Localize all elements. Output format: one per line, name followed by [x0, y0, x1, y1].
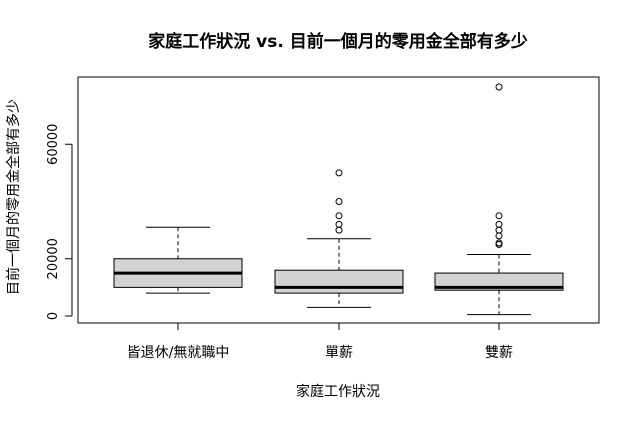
chart-title: 家庭工作狀況 vs. 目前一個月的零用金全部有多少: [148, 31, 528, 52]
outlier-point-3: [495, 226, 503, 234]
x-tick-label-0: 皆退休/無就職中: [127, 345, 230, 361]
y-axis: 0 20000 60000: [46, 124, 73, 320]
x-tick-label-2: 雙薪: [485, 345, 513, 361]
box-group-2: [434, 83, 564, 316]
box-group-0: [113, 226, 243, 294]
outlier-point-2: [335, 212, 343, 220]
x-axis-label: 家庭工作狀況: [296, 383, 380, 400]
x-axis: 皆退休/無就職中 單薪 雙薪: [127, 322, 513, 361]
outlier-point-3: [335, 198, 343, 205]
box-group-1: [274, 169, 404, 308]
iqr-box: [274, 269, 404, 294]
y-tick-label-1: 20000: [46, 238, 61, 279]
y-tick-label-2: 60000: [46, 124, 61, 165]
y-axis-label: 目前一個月的零用金全部有多少: [5, 99, 22, 295]
outlier-point-1: [335, 220, 343, 228]
outlier-point-0: [335, 226, 343, 234]
outlier-point-4: [335, 169, 343, 177]
y-tick-label-0: 0: [46, 312, 61, 320]
outlier-point-2: [495, 232, 503, 240]
outlier-point-1: [495, 239, 503, 247]
outlier-point-6: [495, 83, 503, 91]
boxes-layer: [113, 83, 564, 316]
outlier-point-5: [495, 212, 503, 220]
x-tick-label-1: 單薪: [325, 345, 353, 361]
outlier-point-4: [495, 220, 503, 228]
